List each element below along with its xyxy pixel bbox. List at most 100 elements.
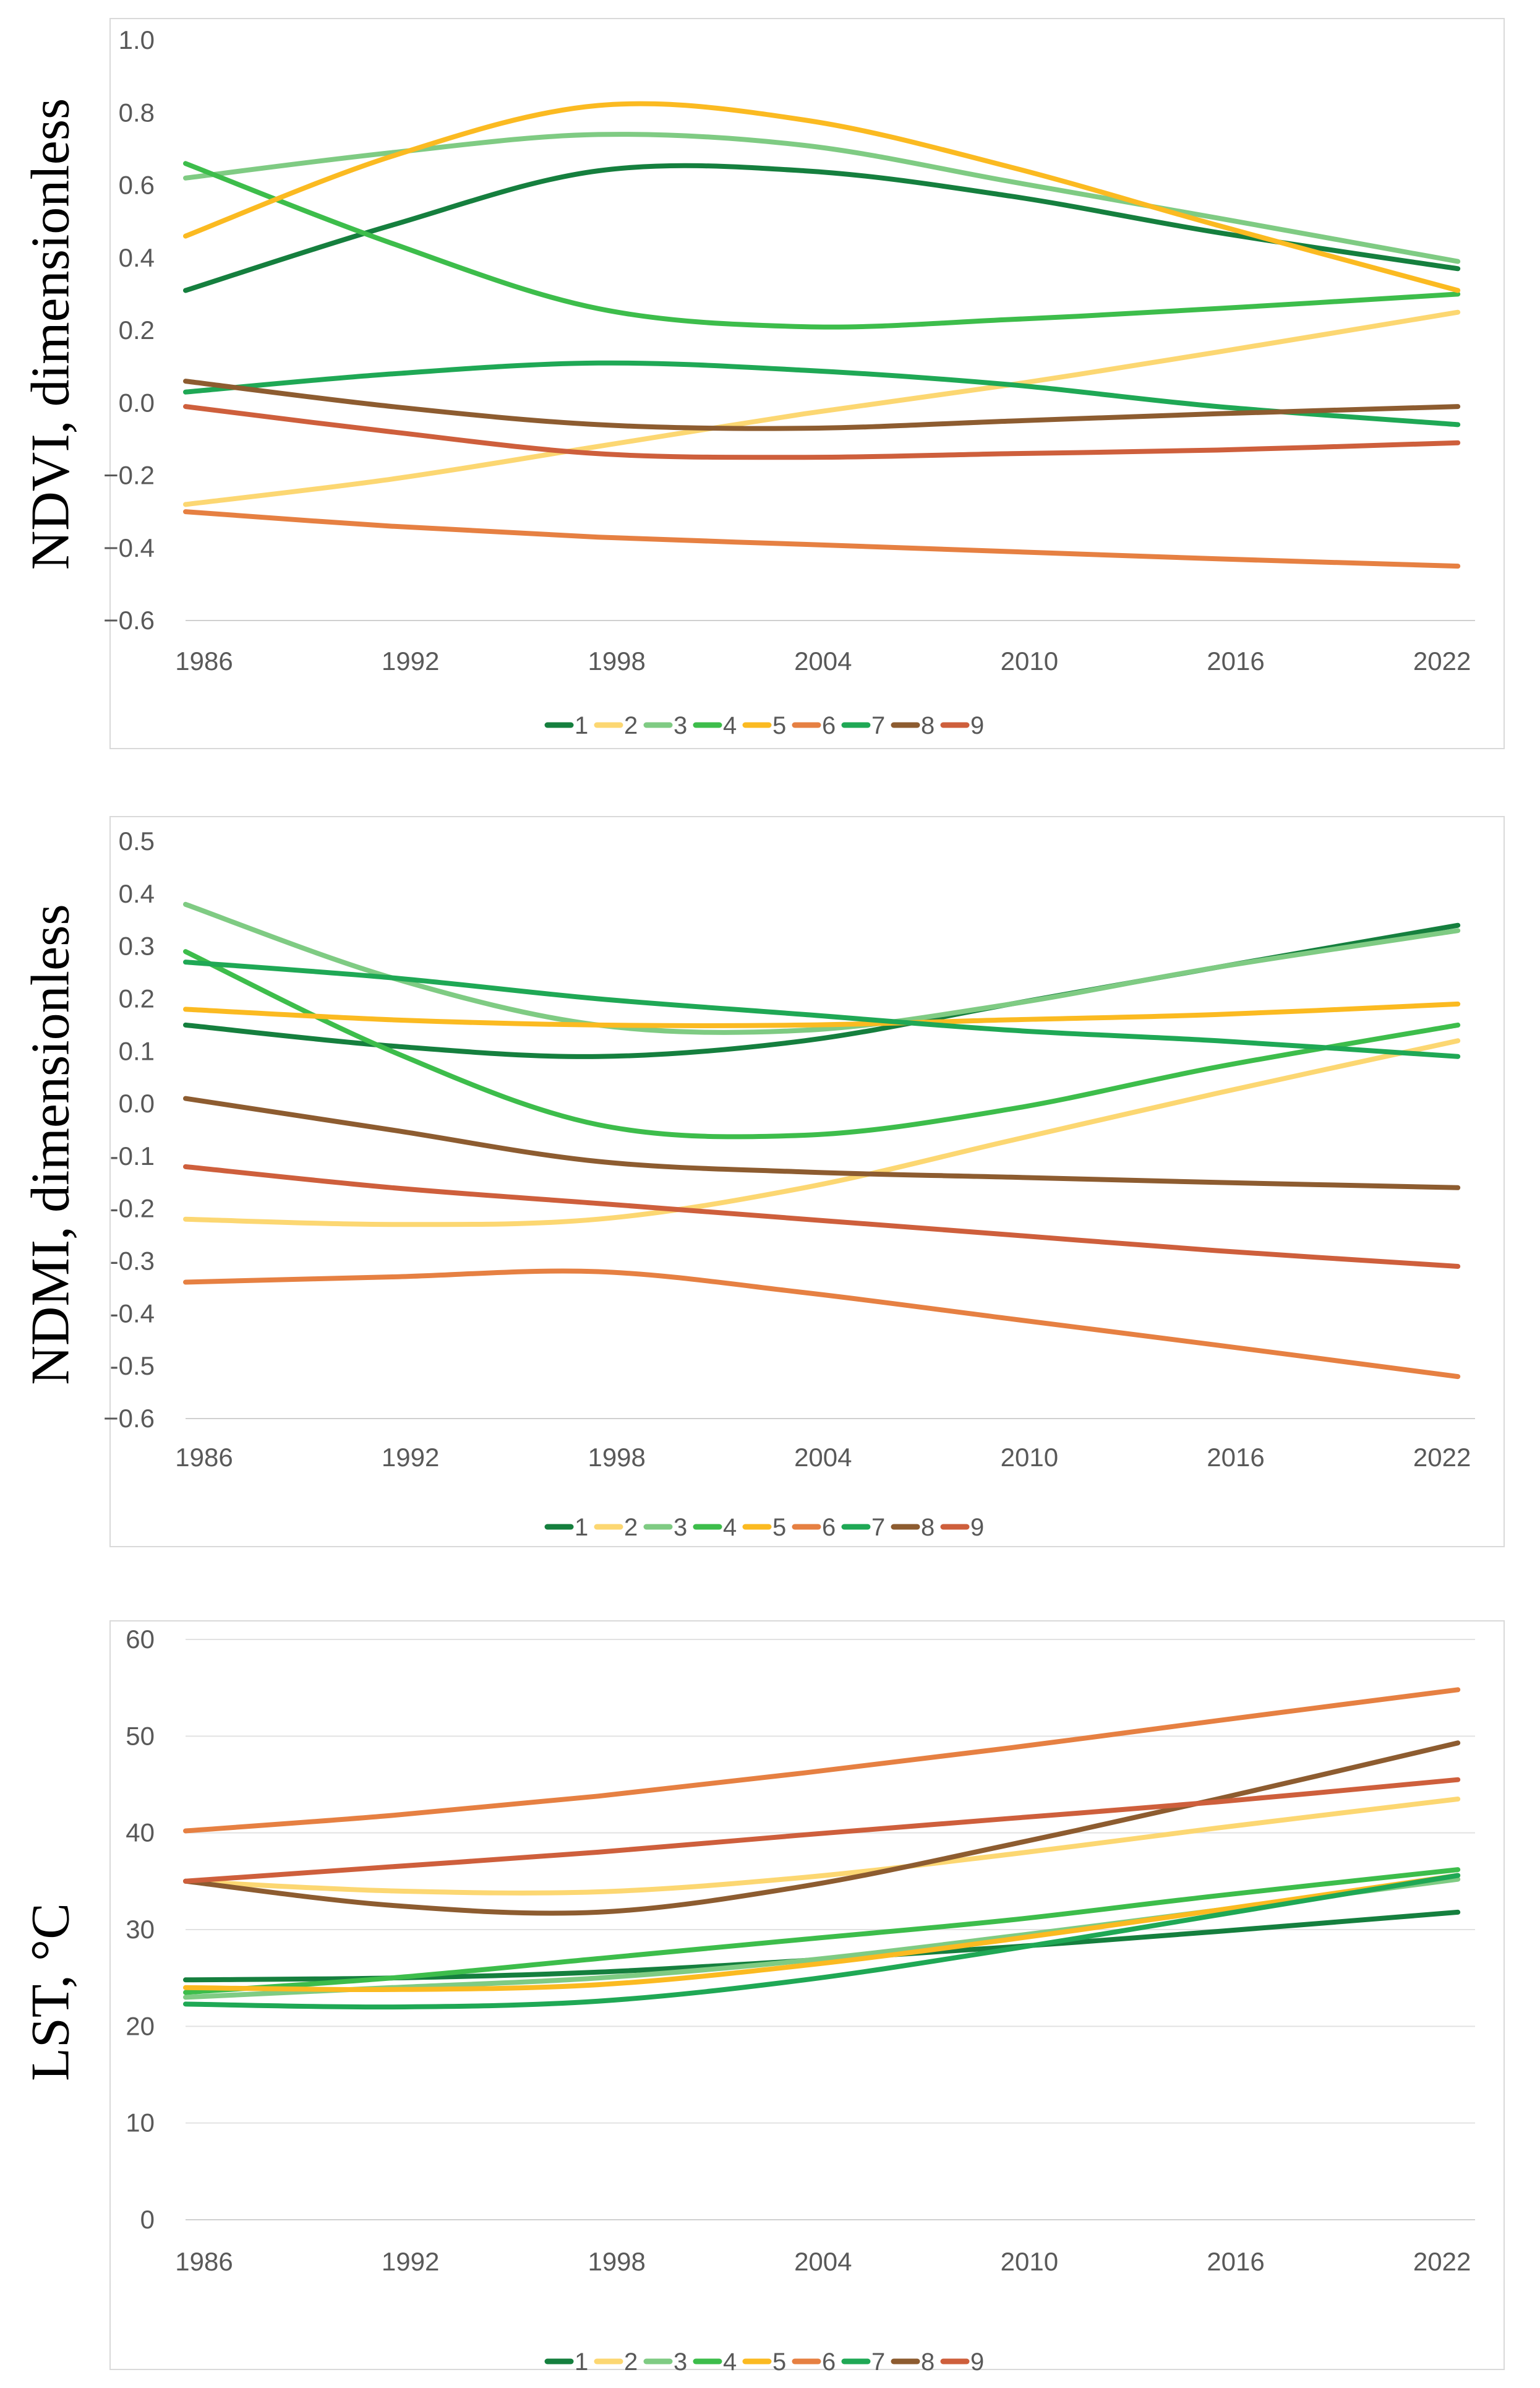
x-tick-label: 2004 bbox=[794, 2247, 852, 2276]
legend-label-8: 8 bbox=[921, 1514, 935, 1541]
legend-label-9: 9 bbox=[970, 712, 984, 739]
legend-label-5: 5 bbox=[772, 2348, 786, 2376]
legend-label-1: 1 bbox=[575, 2348, 588, 2376]
y-tick-label: 0 bbox=[140, 2205, 155, 2234]
y-tick-label: -0.3 bbox=[110, 1247, 155, 1276]
y-tick-label: 50 bbox=[126, 1721, 155, 1750]
series-line-1 bbox=[183, 163, 1461, 293]
legend-label-1: 1 bbox=[575, 712, 588, 739]
x-tick-label: 2022 bbox=[1413, 1443, 1471, 1472]
legend-label-6: 6 bbox=[822, 1514, 836, 1541]
y-tick-label: −0.6 bbox=[103, 1404, 155, 1433]
y-tick-label: -0.1 bbox=[110, 1141, 155, 1170]
legend-label-3: 3 bbox=[674, 1514, 687, 1541]
x-tick-label: 2010 bbox=[1001, 2247, 1058, 2276]
legend-label-6: 6 bbox=[822, 712, 836, 739]
y-tick-label: 0.2 bbox=[119, 316, 155, 345]
x-tick-label: 2004 bbox=[794, 646, 852, 676]
series-line-4 bbox=[183, 161, 1461, 330]
legend-label-7: 7 bbox=[871, 712, 885, 739]
x-tick-label: 2016 bbox=[1207, 646, 1264, 676]
x-tick-label: 1986 bbox=[175, 2247, 233, 2276]
legend-label-8: 8 bbox=[921, 2348, 935, 2376]
series-line-8 bbox=[183, 1740, 1461, 1916]
series-line-4 bbox=[183, 1867, 1461, 1995]
legend-label-3: 3 bbox=[674, 712, 687, 739]
y-tick-label: 0.3 bbox=[119, 932, 155, 961]
series-line-5 bbox=[183, 101, 1461, 293]
legend-label-6: 6 bbox=[822, 2348, 836, 2376]
legend-label-5: 5 bbox=[772, 712, 786, 739]
legend-label-3: 3 bbox=[674, 2348, 687, 2376]
series-line-2 bbox=[183, 1038, 1461, 1227]
series-line-6 bbox=[183, 1687, 1461, 1834]
legend-label-4: 4 bbox=[723, 1514, 737, 1541]
legend-label-2: 2 bbox=[624, 2348, 638, 2376]
series-line-7 bbox=[183, 360, 1461, 427]
y-tick-label: -0.2 bbox=[110, 1194, 155, 1223]
y-tick-label: −0.6 bbox=[103, 606, 155, 635]
legend-label-1: 1 bbox=[575, 1514, 588, 1541]
series-line-2 bbox=[183, 1797, 1461, 1896]
x-tick-label: 1998 bbox=[588, 2247, 645, 2276]
x-tick-label: 1998 bbox=[588, 1443, 645, 1472]
y-tick-label: 60 bbox=[126, 1625, 155, 1654]
series-line-9 bbox=[183, 1777, 1461, 1884]
ndmi-panel: NDMI, dimensionless 0.5 0.4 0.3 0.2 0.1 0.0 -0… bbox=[0, 798, 1540, 1571]
chart-frame bbox=[109, 1620, 1505, 2370]
y-tick-label: 0.0 bbox=[119, 1089, 155, 1118]
x-tick-label: 2016 bbox=[1207, 1443, 1264, 1472]
y-tick-label: −0.4 bbox=[103, 533, 155, 562]
y-tick-label: -0.4 bbox=[110, 1299, 155, 1328]
legend-label-5: 5 bbox=[772, 1514, 786, 1541]
ndmi-line-chart: 0.5 0.4 0.3 0.2 0.1 0.0 -0.1 -0.2 -0.3 -0.4 -0.5 −0… bbox=[103, 816, 1505, 1547]
x-tick-label: 2016 bbox=[1207, 2247, 1264, 2276]
legend-label-9: 9 bbox=[970, 1514, 984, 1541]
x-tick-label: 2022 bbox=[1413, 2247, 1471, 2276]
series-line-8 bbox=[183, 1096, 1461, 1190]
x-tick-label: 1998 bbox=[588, 646, 645, 676]
series-line-9 bbox=[183, 404, 1461, 460]
x-tick-label: 2010 bbox=[1001, 646, 1058, 676]
legend-label-4: 4 bbox=[723, 2348, 737, 2376]
series-line-7 bbox=[183, 1873, 1461, 2010]
y-tick-label: 0.0 bbox=[119, 388, 155, 417]
series-line-7 bbox=[183, 960, 1461, 1059]
y-tick-label: 0.1 bbox=[119, 1036, 155, 1065]
x-tick-label: 1992 bbox=[382, 2247, 439, 2276]
legend-label-7: 7 bbox=[871, 1514, 885, 1541]
x-tick-label: 2004 bbox=[794, 1443, 852, 1472]
y-tick-label: 0.6 bbox=[119, 171, 155, 200]
x-tick-label: 2010 bbox=[1001, 1443, 1058, 1472]
series-line-3 bbox=[183, 132, 1461, 264]
legend-label-7: 7 bbox=[871, 2348, 885, 2376]
series-line-5 bbox=[183, 1873, 1461, 1993]
y-tick-label: 20 bbox=[126, 2011, 155, 2040]
x-tick-label: 1986 bbox=[175, 1443, 233, 1472]
y-tick-label: 0.8 bbox=[119, 98, 155, 127]
y-tick-label: 0.4 bbox=[119, 243, 155, 272]
y-tick-label: 40 bbox=[126, 1818, 155, 1847]
x-tick-label: 1992 bbox=[382, 1443, 439, 1472]
legend-label-8: 8 bbox=[921, 712, 935, 739]
legend-label-2: 2 bbox=[624, 712, 638, 739]
y-tick-label: 0.4 bbox=[119, 879, 155, 908]
series-line-4 bbox=[183, 949, 1461, 1140]
legend-label-4: 4 bbox=[723, 712, 737, 739]
y-tick-label: −0.2 bbox=[103, 461, 155, 490]
y-tick-label: -0.5 bbox=[110, 1351, 155, 1380]
chart-frame bbox=[109, 18, 1505, 749]
x-tick-label: 1992 bbox=[382, 646, 439, 676]
legend-label-9: 9 bbox=[970, 2348, 984, 2376]
series-line-9 bbox=[183, 1164, 1461, 1269]
series-line-2 bbox=[183, 309, 1461, 507]
series-line-5 bbox=[183, 1001, 1461, 1028]
y-tick-label: 1.0 bbox=[119, 25, 155, 54]
y-tick-label: 0.5 bbox=[119, 827, 155, 856]
y-tick-label: 0.2 bbox=[119, 984, 155, 1013]
x-tick-label: 1986 bbox=[175, 646, 233, 676]
y-tick-label: 10 bbox=[126, 2108, 155, 2137]
